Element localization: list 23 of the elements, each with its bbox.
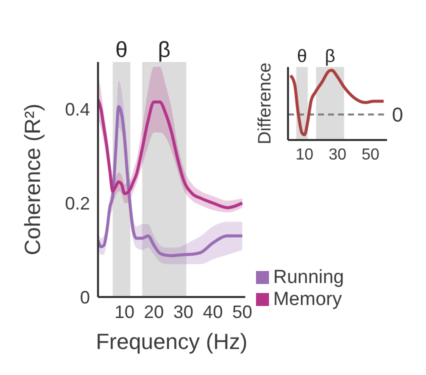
x-tick-label: 40 [202, 302, 223, 322]
ref-line-label: 0 [392, 104, 404, 127]
band-label: β [324, 46, 336, 66]
legend-label: Running [273, 267, 344, 288]
band-label: β [158, 37, 171, 62]
x-tick-label: 30 [173, 302, 194, 322]
y-axis-title: Coherence (R²) [20, 104, 45, 256]
y-axis-title: Difference [254, 62, 274, 144]
line-series [98, 105, 244, 258]
legend-label: Memory [273, 289, 342, 310]
band-label: θ [115, 37, 128, 62]
x-tick-label: 20 [144, 302, 164, 322]
band-label: θ [297, 46, 308, 66]
line-series [98, 98, 244, 210]
x-tick-label: 30 [328, 146, 346, 164]
y-tick-label: 0.2 [64, 193, 90, 214]
x-axis-title: Frequency (Hz) [96, 329, 248, 354]
x-tick-label: 10 [114, 302, 135, 322]
y-tick-label: 0 [80, 287, 90, 308]
x-tick-label: 10 [296, 146, 314, 164]
y-tick-label: 0.4 [64, 99, 90, 120]
x-tick-label: 50 [232, 302, 252, 322]
x-tick-label: 50 [362, 146, 380, 164]
